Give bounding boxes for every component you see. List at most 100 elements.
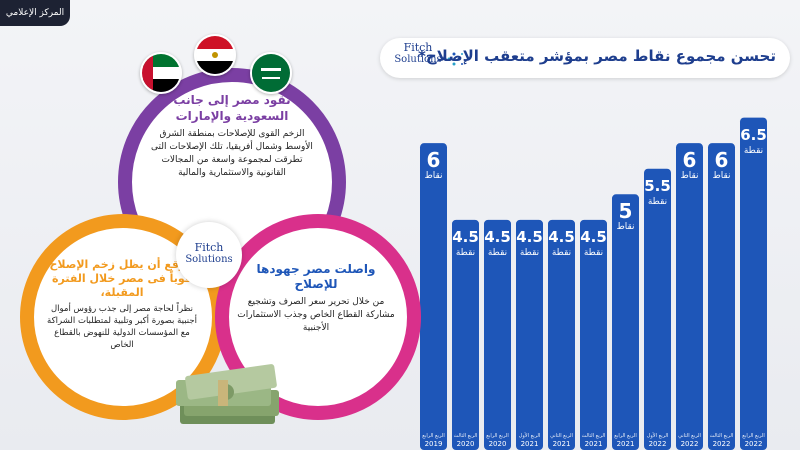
bar-value-8: 5.5 bbox=[644, 176, 671, 195]
top-circle-body: الزخم القوى للإصلاحات بمنطقة الشرق الأوس… bbox=[151, 129, 313, 178]
saudi-flag-icon bbox=[250, 52, 292, 94]
bar-value-label-8: 5.5 نقطة bbox=[642, 175, 673, 208]
bar-value-11: 6.5 bbox=[740, 125, 767, 144]
bar-value-label-6: 4.5 نقطة bbox=[578, 226, 609, 259]
bar-6 bbox=[580, 219, 607, 450]
bar-1 bbox=[420, 143, 447, 450]
x-tick-label-11: الربع الرابع 2022 bbox=[738, 432, 769, 448]
x-tick-quarter-3: الربع الرابع bbox=[486, 433, 509, 439]
x-tick-label-3: الربع الرابع 2020 bbox=[482, 432, 513, 448]
x-tick-quarter-8: الربع الأول bbox=[646, 433, 669, 439]
egypt-flag-icon bbox=[194, 34, 236, 76]
x-tick-year-3: 2020 bbox=[488, 440, 507, 448]
right-circle-body: من خلال تحرير سعر الصرف وتشجيع مشاركة ال… bbox=[237, 297, 395, 333]
x-tick-label-6: الربع الثالث 2021 bbox=[578, 432, 609, 448]
bar-unit-10: نقاط bbox=[712, 171, 731, 182]
x-tick-quarter-4: الربع الأول bbox=[518, 433, 541, 439]
bar-value-6: 4.5 bbox=[580, 227, 607, 246]
bar-unit-1: نقاط bbox=[424, 171, 443, 182]
x-tick-label-8: الربع الأول 2022 bbox=[642, 432, 673, 448]
bar-7 bbox=[612, 194, 639, 450]
bar-value-label-4: 4.5 نقطة bbox=[514, 226, 545, 259]
bar-unit-4: نقطة bbox=[519, 247, 540, 258]
right-circle-text: واصلت مصر جهودها للإصلاح من خلال تحرير س… bbox=[236, 262, 396, 335]
x-tick-year-9: 2022 bbox=[680, 440, 699, 448]
bar-value-label-7: 5 نقاط bbox=[610, 200, 641, 233]
fitch-logo-top: Fitch Solutions bbox=[388, 36, 448, 80]
center-logo-word-fitch: Fitch bbox=[194, 241, 224, 254]
bar-9 bbox=[676, 143, 703, 450]
logo-word-fitch: Fitch bbox=[403, 41, 433, 54]
x-tick-label-10: الربع الثالث 2022 bbox=[706, 432, 737, 448]
bar-value-label-2: 4.5 نقطة bbox=[450, 226, 481, 259]
bar-value-3: 4.5 bbox=[484, 227, 511, 246]
x-tick-label-9: الربع الثاني 2022 bbox=[674, 432, 705, 448]
left-circle-heading: نتوقع أن يظل زخم الإصلاح قوياً فى مصر خل… bbox=[49, 258, 195, 299]
bar-value-label-5: 4.5 نقطة bbox=[546, 226, 577, 259]
x-tick-quarter-6: الربع الثالث bbox=[581, 433, 606, 439]
bar-2 bbox=[452, 219, 479, 450]
x-tick-label-4: الربع الأول 2021 bbox=[514, 432, 545, 448]
bar-value-4: 4.5 bbox=[516, 227, 543, 246]
x-tick-year-5: 2021 bbox=[552, 440, 571, 448]
bar-unit-7: نقاط bbox=[616, 222, 635, 233]
x-tick-year-4: 2021 bbox=[520, 440, 539, 448]
right-circle-heading: واصلت مصر جهودها للإصلاح bbox=[256, 262, 376, 291]
logo-dots-icon bbox=[447, 52, 463, 66]
top-circle-text: تقود مصر إلى جانب السعودية والإمارات الز… bbox=[146, 92, 318, 180]
logo-word-solutions: Solutions bbox=[394, 54, 442, 65]
x-tick-label-2: الربع الثالث 2020 bbox=[450, 432, 481, 448]
bar-value-1: 6 bbox=[426, 148, 441, 173]
bar-8 bbox=[644, 168, 671, 450]
bar-unit-9: نقاط bbox=[680, 171, 699, 182]
x-tick-label-1: الربع الرابع 2019 bbox=[418, 432, 449, 448]
bar-unit-8: نقطة bbox=[647, 196, 668, 207]
bar-value-label-10: 6 نقاط bbox=[706, 149, 737, 182]
bar-unit-3: نقطة bbox=[487, 247, 508, 258]
x-tick-year-10: 2022 bbox=[712, 440, 731, 448]
x-tick-quarter-9: الربع الثاني bbox=[678, 433, 701, 439]
fitch-logo-center: Fitch Solutions bbox=[176, 222, 242, 288]
x-tick-year-2: 2020 bbox=[456, 440, 475, 448]
x-tick-year-1: 2019 bbox=[424, 440, 443, 448]
media-center-tag: المركز الإعلامي bbox=[0, 0, 70, 26]
center-logo-word-solutions: Solutions bbox=[185, 254, 233, 265]
bar-value-label-9: 6 نقاط bbox=[674, 149, 705, 182]
bar-10 bbox=[708, 143, 735, 450]
bar-unit-6: نقطة bbox=[583, 247, 604, 258]
bar-value-9: 6 bbox=[682, 148, 697, 173]
top-circle-heading: تقود مصر إلى جانب السعودية والإمارات bbox=[173, 93, 291, 123]
uae-flag-icon bbox=[140, 52, 182, 94]
x-tick-year-11: 2022 bbox=[744, 440, 763, 448]
x-tick-label-5: الربع الثاني 2021 bbox=[546, 432, 577, 448]
bar-3 bbox=[484, 219, 511, 450]
x-tick-quarter-11: الربع الرابع bbox=[742, 433, 765, 439]
bar-unit-2: نقطة bbox=[455, 247, 476, 258]
chart-labels-layer: 6 نقاط الربع الرابع 2019 4.5 نقطة الربع الثالث… bbox=[400, 90, 800, 450]
x-tick-quarter-5: الربع الثاني bbox=[550, 433, 573, 439]
bar-value-7: 5 bbox=[618, 199, 633, 224]
bar-unit-11: نقطة bbox=[743, 145, 764, 156]
x-tick-year-6: 2021 bbox=[584, 440, 603, 448]
bar-unit-5: نقطة bbox=[551, 247, 572, 258]
bar-4 bbox=[516, 219, 543, 450]
x-tick-quarter-10: الربع الثالث bbox=[709, 433, 734, 439]
bar-value-label-3: 4.5 نقطة bbox=[482, 226, 513, 259]
bar-value-label-1: 6 نقاط bbox=[418, 149, 449, 182]
bar-value-label-11: 6.5 نقطة bbox=[738, 124, 769, 157]
x-tick-label-7: الربع الرابع 2021 bbox=[610, 432, 641, 448]
bar-5 bbox=[548, 219, 575, 450]
x-tick-quarter-7: الربع الرابع bbox=[614, 433, 637, 439]
left-circle-text: نتوقع أن يظل زخم الإصلاح قوياً فى مصر خل… bbox=[42, 258, 202, 351]
x-tick-year-8: 2022 bbox=[648, 440, 667, 448]
x-tick-year-7: 2021 bbox=[616, 440, 635, 448]
x-tick-quarter-1: الربع الرابع bbox=[422, 433, 445, 439]
bar-value-10: 6 bbox=[714, 148, 729, 173]
left-circle-body: نظراً لحاجة مصر إلى جذب رؤوس أموال أجنبي… bbox=[47, 304, 197, 350]
page-title: تحسن مجموع نقاط مصر بمؤشر متعقب الإصلاح* bbox=[418, 47, 776, 65]
reform-tracker-chart bbox=[420, 117, 767, 450]
bar-value-5: 4.5 bbox=[548, 227, 575, 246]
x-tick-quarter-2: الربع الثالث bbox=[453, 433, 478, 439]
bar-value-2: 4.5 bbox=[452, 227, 479, 246]
